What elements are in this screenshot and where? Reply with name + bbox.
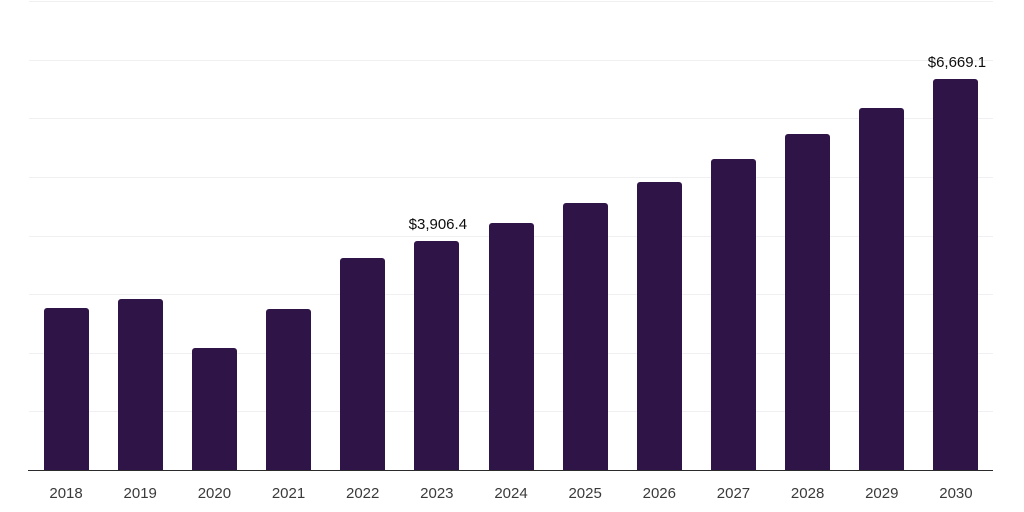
x-tick-label-2020: 2020 xyxy=(197,485,232,502)
bar-2030[interactable] xyxy=(933,79,979,470)
bar-2022[interactable] xyxy=(340,257,386,470)
gridline-5000 xyxy=(29,176,993,178)
x-tick-label-2019: 2019 xyxy=(123,485,157,502)
x-tick-label-2026: 2026 xyxy=(642,485,676,502)
x-tick-label-2022: 2022 xyxy=(346,485,380,502)
gridline-8000 xyxy=(29,1,993,2)
bar-2026[interactable] xyxy=(636,181,682,470)
data-label-2030: $6,669.1 xyxy=(927,54,987,72)
data-label-2023: $3,906.4 xyxy=(408,215,468,233)
gridline-7000 xyxy=(29,59,993,61)
bar-2027[interactable] xyxy=(710,159,756,470)
x-axis-line xyxy=(28,469,993,471)
bar-2023[interactable] xyxy=(414,240,460,470)
bar-2028[interactable] xyxy=(785,134,831,470)
gridline-6000 xyxy=(29,118,993,120)
bar-2025[interactable] xyxy=(562,203,608,470)
x-tick-label-2027: 2027 xyxy=(716,485,751,502)
x-tick-label-2028: 2028 xyxy=(790,485,825,502)
x-tick-label-2023: 2023 xyxy=(420,485,454,502)
bar-2029[interactable] xyxy=(859,107,905,470)
bar-2020[interactable] xyxy=(191,348,237,470)
x-tick-label-2025: 2025 xyxy=(568,485,602,502)
x-tick-label-2024: 2024 xyxy=(494,485,528,502)
x-tick-label-2021: 2021 xyxy=(271,485,306,502)
bar-2018[interactable] xyxy=(43,308,89,470)
x-tick-label-2029: 2029 xyxy=(865,485,899,502)
x-tick-label-2030: 2030 xyxy=(939,485,973,502)
x-tick-label-2018: 2018 xyxy=(49,485,83,502)
bar-2024[interactable] xyxy=(488,222,534,470)
bar-2019[interactable] xyxy=(117,299,163,470)
bar-2021[interactable] xyxy=(266,308,312,470)
